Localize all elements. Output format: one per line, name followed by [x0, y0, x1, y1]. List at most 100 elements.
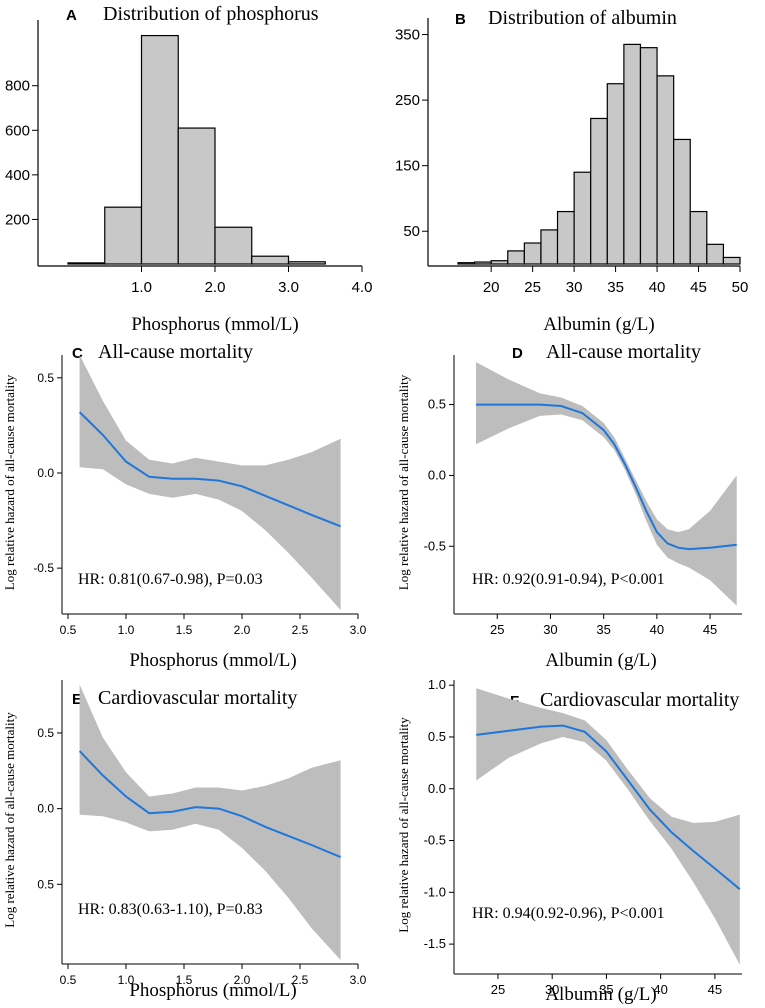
x-tick-label: 3.0: [350, 623, 367, 637]
bar: [639, 47, 658, 265]
bar: [177, 127, 216, 265]
bar: [722, 256, 741, 265]
bar: [287, 261, 326, 265]
y-tick-label: 0.5: [428, 729, 446, 744]
x-tick-label: 25: [490, 622, 504, 637]
chart-title: Distribution of albumin: [488, 7, 677, 29]
x-tick-label: 30: [545, 982, 559, 997]
confidence-band: [79, 355, 341, 610]
y-tick-label: 0.5: [37, 371, 54, 385]
y-tick-label: 0.0: [37, 802, 54, 816]
x-tick-label: 2.0: [234, 973, 251, 987]
y-tick-label: -0.5: [424, 538, 446, 553]
confidence-band: [476, 362, 737, 606]
chart-title: Cardiovascular mortality: [98, 687, 297, 709]
bar: [507, 250, 525, 265]
hr-annotation: HR: 0.81(0.67-0.98), P=0.03: [78, 571, 263, 588]
x-tick-label: 1.0: [118, 623, 135, 637]
hazard-curve: [476, 724, 741, 890]
chart-title: All-cause mortality: [546, 341, 701, 363]
y-tick-label: 0.5: [37, 726, 54, 740]
hazard-curve: [78, 750, 341, 859]
bar: [104, 206, 143, 265]
panel-letter: A: [66, 7, 77, 24]
bars: [457, 43, 741, 265]
x-tick-label: 50: [732, 279, 749, 296]
panel-letter: C: [72, 345, 83, 362]
y-tick-label: 250: [395, 92, 420, 109]
x-tick-label: 30: [543, 622, 557, 637]
hr-annotation: HR: 0.83(0.63-1.10), P=0.83: [78, 901, 263, 918]
panel-letter: B: [455, 11, 466, 28]
bar: [473, 261, 492, 265]
y-tick-label: -0.5: [33, 561, 54, 575]
y-tick-label: 800: [5, 78, 30, 95]
x-axis-label: Albumin (g/L): [545, 984, 656, 1005]
bar: [140, 34, 179, 265]
confidence-band: [476, 688, 740, 965]
x-tick-label: 20: [483, 279, 500, 296]
x-axis-label: Phosphorus (mmol/L): [131, 314, 298, 335]
y-tick-label: 350: [395, 27, 420, 44]
x-tick-label: 1.0: [131, 279, 152, 296]
bar: [214, 226, 253, 265]
x-tick-label: 2.5: [292, 973, 309, 987]
x-tick-label: 2.0: [205, 279, 226, 296]
panel-f: FCardiovascular mortality1.00.50.0-0.5-1…: [396, 677, 742, 1005]
x-axis-label: Phosphorus (mmol/L): [129, 650, 296, 671]
hr-annotation: HR: 0.92(0.91-0.94), P<0.001: [472, 571, 665, 588]
bar: [590, 117, 608, 265]
y-tick-label: 0.5: [428, 397, 446, 412]
chart-title: Distribution of phosphorus: [103, 3, 319, 25]
x-axis-label: Phosphorus (mmol/L): [129, 980, 296, 1001]
confidence-band: [79, 684, 341, 960]
x-tick-label: 40: [649, 279, 666, 296]
x-axis-label: Albumin (g/L): [543, 314, 654, 335]
bar: [573, 171, 592, 265]
x-tick-label: 25: [491, 982, 505, 997]
y-tick-label: 0.5: [37, 877, 54, 891]
hazard-curve: [78, 411, 341, 528]
hr-annotation: HR: 0.94(0.92-0.96), P<0.001: [472, 905, 665, 922]
x-tick-label: 25: [524, 279, 541, 296]
bars: [67, 34, 326, 265]
bar: [67, 262, 106, 265]
panel-letter: E: [72, 691, 82, 708]
panel-d: D All-cause mortality 0.5 0.0 -0.5 25 30 35 40 45…: [396, 341, 742, 671]
x-tick-label: 3.0: [350, 973, 367, 987]
bar: [623, 43, 642, 265]
panel-c: C All-cause mortality 0.5 0.0 -0.5 0.5 1.0 1.5 2…: [2, 341, 367, 671]
x-tick-label: 0.5: [60, 973, 77, 987]
bar: [490, 260, 509, 265]
x-tick-label: 45: [708, 982, 722, 997]
x-tick-label: 40: [653, 982, 667, 997]
x-tick-label: 1.0: [118, 973, 135, 987]
y-axis-label: Log relative hazard of all-cause mortali…: [396, 717, 411, 933]
bar: [673, 138, 691, 265]
y-axis-label: Log relative hazard of all-cause mortali…: [396, 374, 411, 590]
x-tick-label: 1.5: [176, 973, 193, 987]
hazard-curve: [476, 403, 737, 551]
bar: [523, 242, 542, 265]
bar: [540, 229, 559, 265]
y-tick-label: -0.5: [424, 833, 446, 848]
y-tick-label: -1.5: [424, 936, 446, 951]
bar: [251, 255, 290, 265]
panel-letter: D: [512, 345, 523, 362]
bar: [556, 210, 575, 265]
chart-title: All-cause mortality: [98, 341, 253, 363]
y-axis-label: Log relative hazard of all-cause mortali…: [2, 712, 17, 928]
x-tick-label: 0.5: [60, 623, 77, 637]
y-tick-label: 0.0: [428, 467, 446, 482]
x-tick-label: 35: [596, 622, 610, 637]
x-tick-label: 35: [599, 982, 613, 997]
x-tick-label: 45: [703, 622, 717, 637]
y-tick-label: 150: [395, 158, 420, 175]
y-tick-label: 50: [403, 223, 420, 240]
x-axis-label: Albumin (g/L): [545, 650, 656, 671]
y-tick-label: 600: [5, 122, 30, 139]
y-tick-label: 400: [5, 167, 30, 184]
bar: [706, 243, 725, 265]
bar: [656, 75, 675, 265]
